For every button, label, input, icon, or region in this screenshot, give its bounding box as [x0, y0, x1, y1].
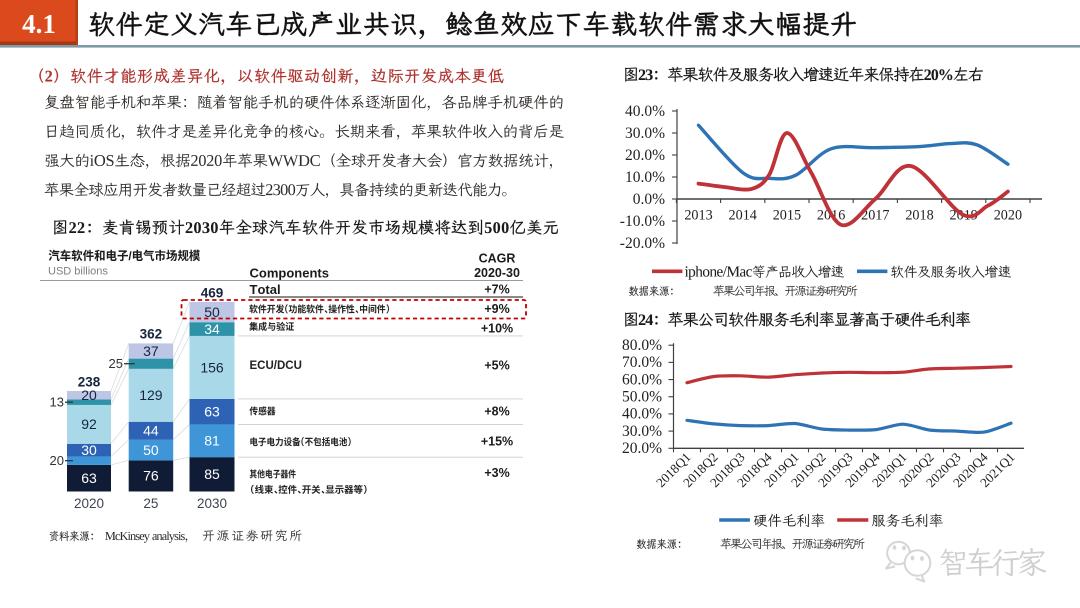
- svg-text:469: 469: [201, 286, 224, 301]
- svg-text:ECU/DCU: ECU/DCU: [250, 360, 302, 372]
- svg-text:USD billions: USD billions: [48, 266, 108, 278]
- svg-text:60.0%: 60.0%: [622, 371, 662, 388]
- svg-text:0.0%: 0.0%: [633, 191, 665, 208]
- svg-text:63: 63: [204, 404, 220, 420]
- svg-text:20.0%: 20.0%: [622, 440, 662, 457]
- svg-text:34: 34: [204, 321, 220, 337]
- svg-text:156: 156: [200, 359, 224, 375]
- svg-text:63: 63: [81, 470, 97, 486]
- svg-text:2020-30: 2020-30: [474, 266, 520, 280]
- svg-text:-10.0%: -10.0%: [620, 213, 665, 230]
- svg-text:76: 76: [143, 468, 159, 484]
- svg-text:30: 30: [81, 442, 97, 458]
- svg-text:+15%: +15%: [481, 434, 513, 448]
- svg-text:+5%: +5%: [484, 359, 509, 373]
- svg-text:10.0%: 10.0%: [625, 169, 665, 186]
- svg-text:40.0%: 40.0%: [622, 406, 662, 423]
- svg-text:Total: Total: [250, 282, 281, 297]
- svg-text:Components: Components: [250, 266, 329, 281]
- svg-text:2017: 2017: [861, 208, 889, 224]
- svg-text:50: 50: [143, 442, 159, 458]
- svg-text:2020: 2020: [74, 496, 104, 511]
- svg-text:362: 362: [140, 327, 163, 342]
- svg-text:+7%: +7%: [484, 283, 509, 297]
- svg-text:50: 50: [204, 304, 220, 320]
- svg-text:2018: 2018: [905, 208, 933, 224]
- svg-text:44: 44: [143, 423, 159, 439]
- svg-text:81: 81: [204, 433, 220, 449]
- svg-text:+10%: +10%: [481, 322, 513, 336]
- svg-text:13: 13: [50, 395, 64, 410]
- svg-text:30.0%: 30.0%: [622, 423, 662, 440]
- svg-text:30.0%: 30.0%: [625, 125, 665, 142]
- svg-text:2013: 2013: [684, 208, 712, 224]
- svg-text:2020: 2020: [994, 208, 1022, 224]
- svg-text:+3%: +3%: [484, 466, 509, 480]
- svg-text:70.0%: 70.0%: [622, 354, 662, 371]
- svg-text:25: 25: [143, 496, 158, 511]
- svg-text:2014: 2014: [729, 208, 757, 224]
- svg-text:20.0%: 20.0%: [625, 147, 665, 164]
- svg-text:CAGR: CAGR: [479, 252, 516, 266]
- svg-text:4.1: 4.1: [22, 9, 56, 39]
- svg-text:85: 85: [204, 466, 220, 482]
- svg-text:129: 129: [139, 387, 163, 403]
- svg-text:2015: 2015: [773, 208, 801, 224]
- svg-text:50.0%: 50.0%: [622, 389, 662, 406]
- svg-text:20: 20: [50, 453, 64, 468]
- svg-text:+8%: +8%: [484, 405, 509, 419]
- svg-text:-20.0%: -20.0%: [620, 235, 665, 252]
- svg-text:37: 37: [143, 343, 159, 359]
- svg-text:40.0%: 40.0%: [625, 103, 665, 120]
- svg-text:80.0%: 80.0%: [622, 337, 662, 354]
- svg-text:25: 25: [109, 356, 123, 371]
- svg-text:+9%: +9%: [484, 302, 509, 316]
- svg-text:238: 238: [78, 375, 101, 390]
- svg-text:92: 92: [81, 416, 97, 432]
- svg-text:20: 20: [81, 387, 97, 403]
- svg-text:2030: 2030: [197, 496, 227, 511]
